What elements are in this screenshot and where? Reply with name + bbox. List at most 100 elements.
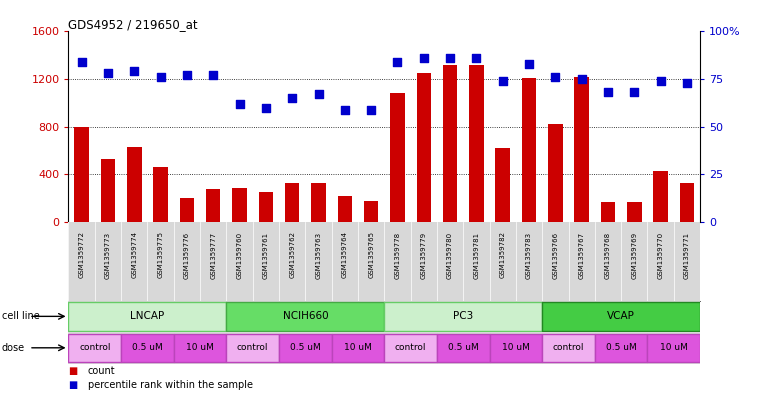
Text: GSM1359763: GSM1359763 <box>316 231 321 279</box>
Text: GSM1359774: GSM1359774 <box>132 231 137 279</box>
Bar <box>279 334 332 362</box>
Text: 0.5 uM: 0.5 uM <box>606 343 636 352</box>
Bar <box>384 302 542 331</box>
Point <box>339 107 351 113</box>
Text: ■: ■ <box>68 366 78 376</box>
Point <box>365 107 377 113</box>
Text: 0.5 uM: 0.5 uM <box>448 343 479 352</box>
Bar <box>285 183 299 222</box>
Bar <box>68 302 227 331</box>
Text: control: control <box>237 343 269 352</box>
Bar <box>522 78 537 222</box>
Bar <box>542 334 595 362</box>
Text: control: control <box>395 343 426 352</box>
Text: GSM1359766: GSM1359766 <box>552 231 559 279</box>
Point <box>154 74 167 80</box>
Text: 10 uM: 10 uM <box>344 343 372 352</box>
Text: ■: ■ <box>68 380 78 390</box>
Bar <box>443 65 457 222</box>
Text: GSM1359773: GSM1359773 <box>105 231 111 279</box>
Bar <box>206 189 221 222</box>
Point <box>575 76 587 82</box>
Bar <box>648 334 700 362</box>
Point <box>549 74 562 80</box>
Bar <box>600 202 615 222</box>
Text: GSM1359772: GSM1359772 <box>78 231 84 279</box>
Bar <box>127 147 142 222</box>
Bar <box>227 302 384 331</box>
Point <box>629 89 641 95</box>
Bar <box>311 183 326 222</box>
Text: percentile rank within the sample: percentile rank within the sample <box>88 380 253 390</box>
Text: GSM1359767: GSM1359767 <box>578 231 584 279</box>
Text: GSM1359780: GSM1359780 <box>447 231 453 279</box>
Text: NCIH660: NCIH660 <box>282 311 328 321</box>
Point <box>681 80 693 86</box>
Bar <box>100 159 115 222</box>
Point <box>418 55 430 61</box>
Point <box>654 78 667 84</box>
Text: GSM1359762: GSM1359762 <box>289 231 295 279</box>
Bar <box>390 94 405 222</box>
Text: GSM1359761: GSM1359761 <box>263 231 269 279</box>
Text: GDS4952 / 219650_at: GDS4952 / 219650_at <box>68 18 198 31</box>
Point <box>497 78 509 84</box>
Bar <box>332 334 384 362</box>
Text: GSM1359782: GSM1359782 <box>500 231 506 279</box>
Point <box>444 55 456 61</box>
Point <box>181 72 193 79</box>
Bar <box>232 188 247 222</box>
Text: GSM1359771: GSM1359771 <box>684 231 690 279</box>
Text: GSM1359770: GSM1359770 <box>658 231 664 279</box>
Bar <box>227 334 279 362</box>
Bar <box>180 198 194 222</box>
Bar <box>75 127 89 222</box>
Text: GSM1359765: GSM1359765 <box>368 231 374 279</box>
Text: GSM1359776: GSM1359776 <box>184 231 190 279</box>
Text: control: control <box>79 343 110 352</box>
Point <box>128 68 140 75</box>
Bar <box>495 148 510 222</box>
Bar <box>121 334 174 362</box>
Point <box>470 55 482 61</box>
Bar <box>627 202 642 222</box>
Bar <box>364 201 378 222</box>
Text: 10 uM: 10 uM <box>502 343 530 352</box>
Point <box>260 105 272 111</box>
Bar <box>489 334 542 362</box>
Text: 0.5 uM: 0.5 uM <box>132 343 163 352</box>
Bar <box>595 334 648 362</box>
Text: dose: dose <box>2 343 24 353</box>
Point <box>102 70 114 77</box>
Text: LNCAP: LNCAP <box>130 311 164 321</box>
Text: GSM1359768: GSM1359768 <box>605 231 611 279</box>
Bar <box>437 334 489 362</box>
Bar <box>338 196 352 222</box>
Point <box>602 89 614 95</box>
Bar <box>68 334 121 362</box>
Text: GSM1359760: GSM1359760 <box>237 231 243 279</box>
Point <box>313 91 325 97</box>
Bar <box>654 171 668 222</box>
Bar <box>174 334 227 362</box>
Point <box>391 59 403 65</box>
Point <box>207 72 219 79</box>
Text: count: count <box>88 366 115 376</box>
Bar <box>384 334 437 362</box>
Text: GSM1359778: GSM1359778 <box>394 231 400 279</box>
Text: GSM1359769: GSM1359769 <box>632 231 637 279</box>
Bar <box>416 73 431 222</box>
Bar <box>548 124 562 222</box>
Point <box>234 101 246 107</box>
Text: GSM1359781: GSM1359781 <box>473 231 479 279</box>
Text: GSM1359779: GSM1359779 <box>421 231 427 279</box>
Bar <box>154 167 168 222</box>
Text: VCAP: VCAP <box>607 311 635 321</box>
Bar <box>575 77 589 222</box>
Text: GSM1359783: GSM1359783 <box>526 231 532 279</box>
Text: 10 uM: 10 uM <box>660 343 688 352</box>
Text: cell line: cell line <box>2 311 40 321</box>
Point <box>75 59 88 65</box>
Text: 10 uM: 10 uM <box>186 343 214 352</box>
Bar <box>259 192 273 222</box>
